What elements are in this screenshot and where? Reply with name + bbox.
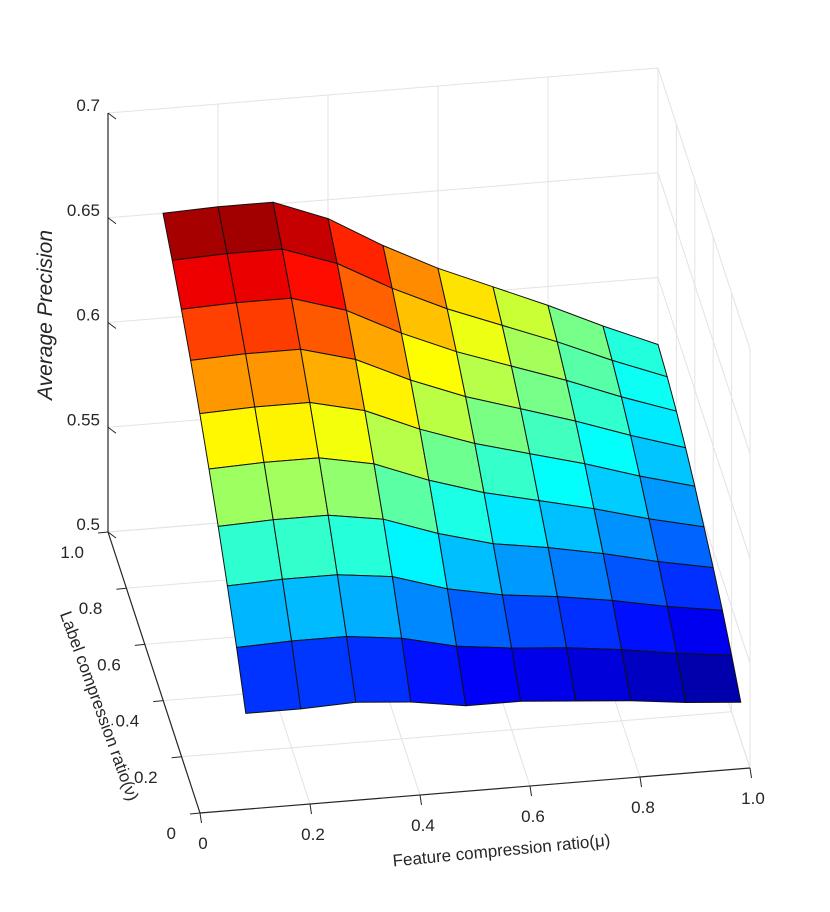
surface-patch [611,600,678,654]
surface-patch [217,201,283,255]
surface-patch [226,578,293,648]
surface-patch [318,457,384,520]
z-tick-mark [107,322,117,329]
surface-patch [208,461,274,527]
surface-patch [245,348,311,408]
x-tick-mark [419,794,422,806]
z-tick-label: 0.65 [67,201,100,220]
x-tick-label: 0.2 [301,825,325,844]
y-tick-mark [97,531,109,534]
y-tick-label: 1.0 [60,543,84,562]
z-tick-label: 0.55 [67,410,100,429]
surface-patch [254,402,320,463]
surface-patch [235,297,302,355]
y-tick-label: 0.4 [116,712,140,731]
z-tick-mark [107,531,117,539]
x-axis-line [199,767,751,814]
surface-patch [401,637,467,707]
surface-patch [501,594,568,649]
y-tick-mark [153,700,164,703]
x-tick-mark [639,776,642,788]
x-tick-mark [529,785,532,797]
surface-patch [511,647,577,702]
x-tick-label: 0.4 [411,816,435,835]
surface-patch [547,547,613,601]
y-tick-mark [189,812,201,815]
surface-patch [327,514,393,578]
surface-patch [180,302,247,361]
surface-patch [272,514,338,580]
back-wall-gridline [107,67,659,114]
x-tick-mark [749,767,752,779]
surface-patch [676,652,742,703]
x-tick-mark [309,803,312,815]
surface-patch [236,640,302,714]
surface-patch [226,248,292,304]
surface-patch [281,574,348,642]
x-axis-label: Feature compression ratio(μ) [392,831,611,871]
x-tick-label: 0.8 [631,798,655,817]
surface-patch [666,606,733,656]
y-axis-line [107,531,201,814]
z-tick-mark [107,217,117,225]
surface-patch [336,574,403,639]
surface-patch [217,519,283,587]
surface-patch [309,402,375,465]
surface-patch [190,353,256,415]
y-tick-mark [116,587,127,590]
surface-patch [456,645,522,707]
surface-patch [346,636,412,703]
surface-patch [162,206,228,261]
surface-patch [657,561,723,611]
y-tick-label: 0.8 [79,599,103,618]
axis-layer: 0 0.2 0.4 0.6 0.8 1.0 0 0.2 0.4 0.6 0.8 1.0 0.5 0.55 0… [60,96,764,853]
x-tick-label: 1.0 [741,789,765,808]
y-tick-mark [171,756,182,759]
side-wall-gridline [657,277,751,559]
surface-patch [492,543,558,598]
z-tick-label: 0.7 [76,96,100,115]
side-wall-gridline [657,172,751,454]
surface-patch [566,647,632,702]
x-tick-mark [199,812,202,824]
floor-gridline [181,711,732,758]
x-tick-label: 0.6 [521,807,545,826]
z-tick-mark [107,426,117,434]
surface-patch [263,457,329,521]
y-tick-label: 0.6 [97,655,121,674]
z-tick-label: 0.6 [76,306,100,325]
surface-patch [556,596,623,651]
z-axis-label: Average Precision [34,230,57,402]
z-tick-mark [107,112,117,120]
y-axis-label: Label compression ratio(ν) [56,609,142,804]
surface-patch [171,253,237,310]
surface-patch [446,588,513,649]
surface-patch [621,649,687,703]
surface-patch [291,636,357,710]
z-tick-label: 0.5 [76,515,100,534]
y-tick-label: 0 [167,824,176,843]
y-tick-mark [134,643,145,646]
y-tick-label: 0.2 [134,768,158,787]
surface-patch [199,406,265,470]
surface-layer [162,201,742,714]
x-tick-label: 0 [198,834,207,853]
side-wall-gridline [657,67,751,350]
